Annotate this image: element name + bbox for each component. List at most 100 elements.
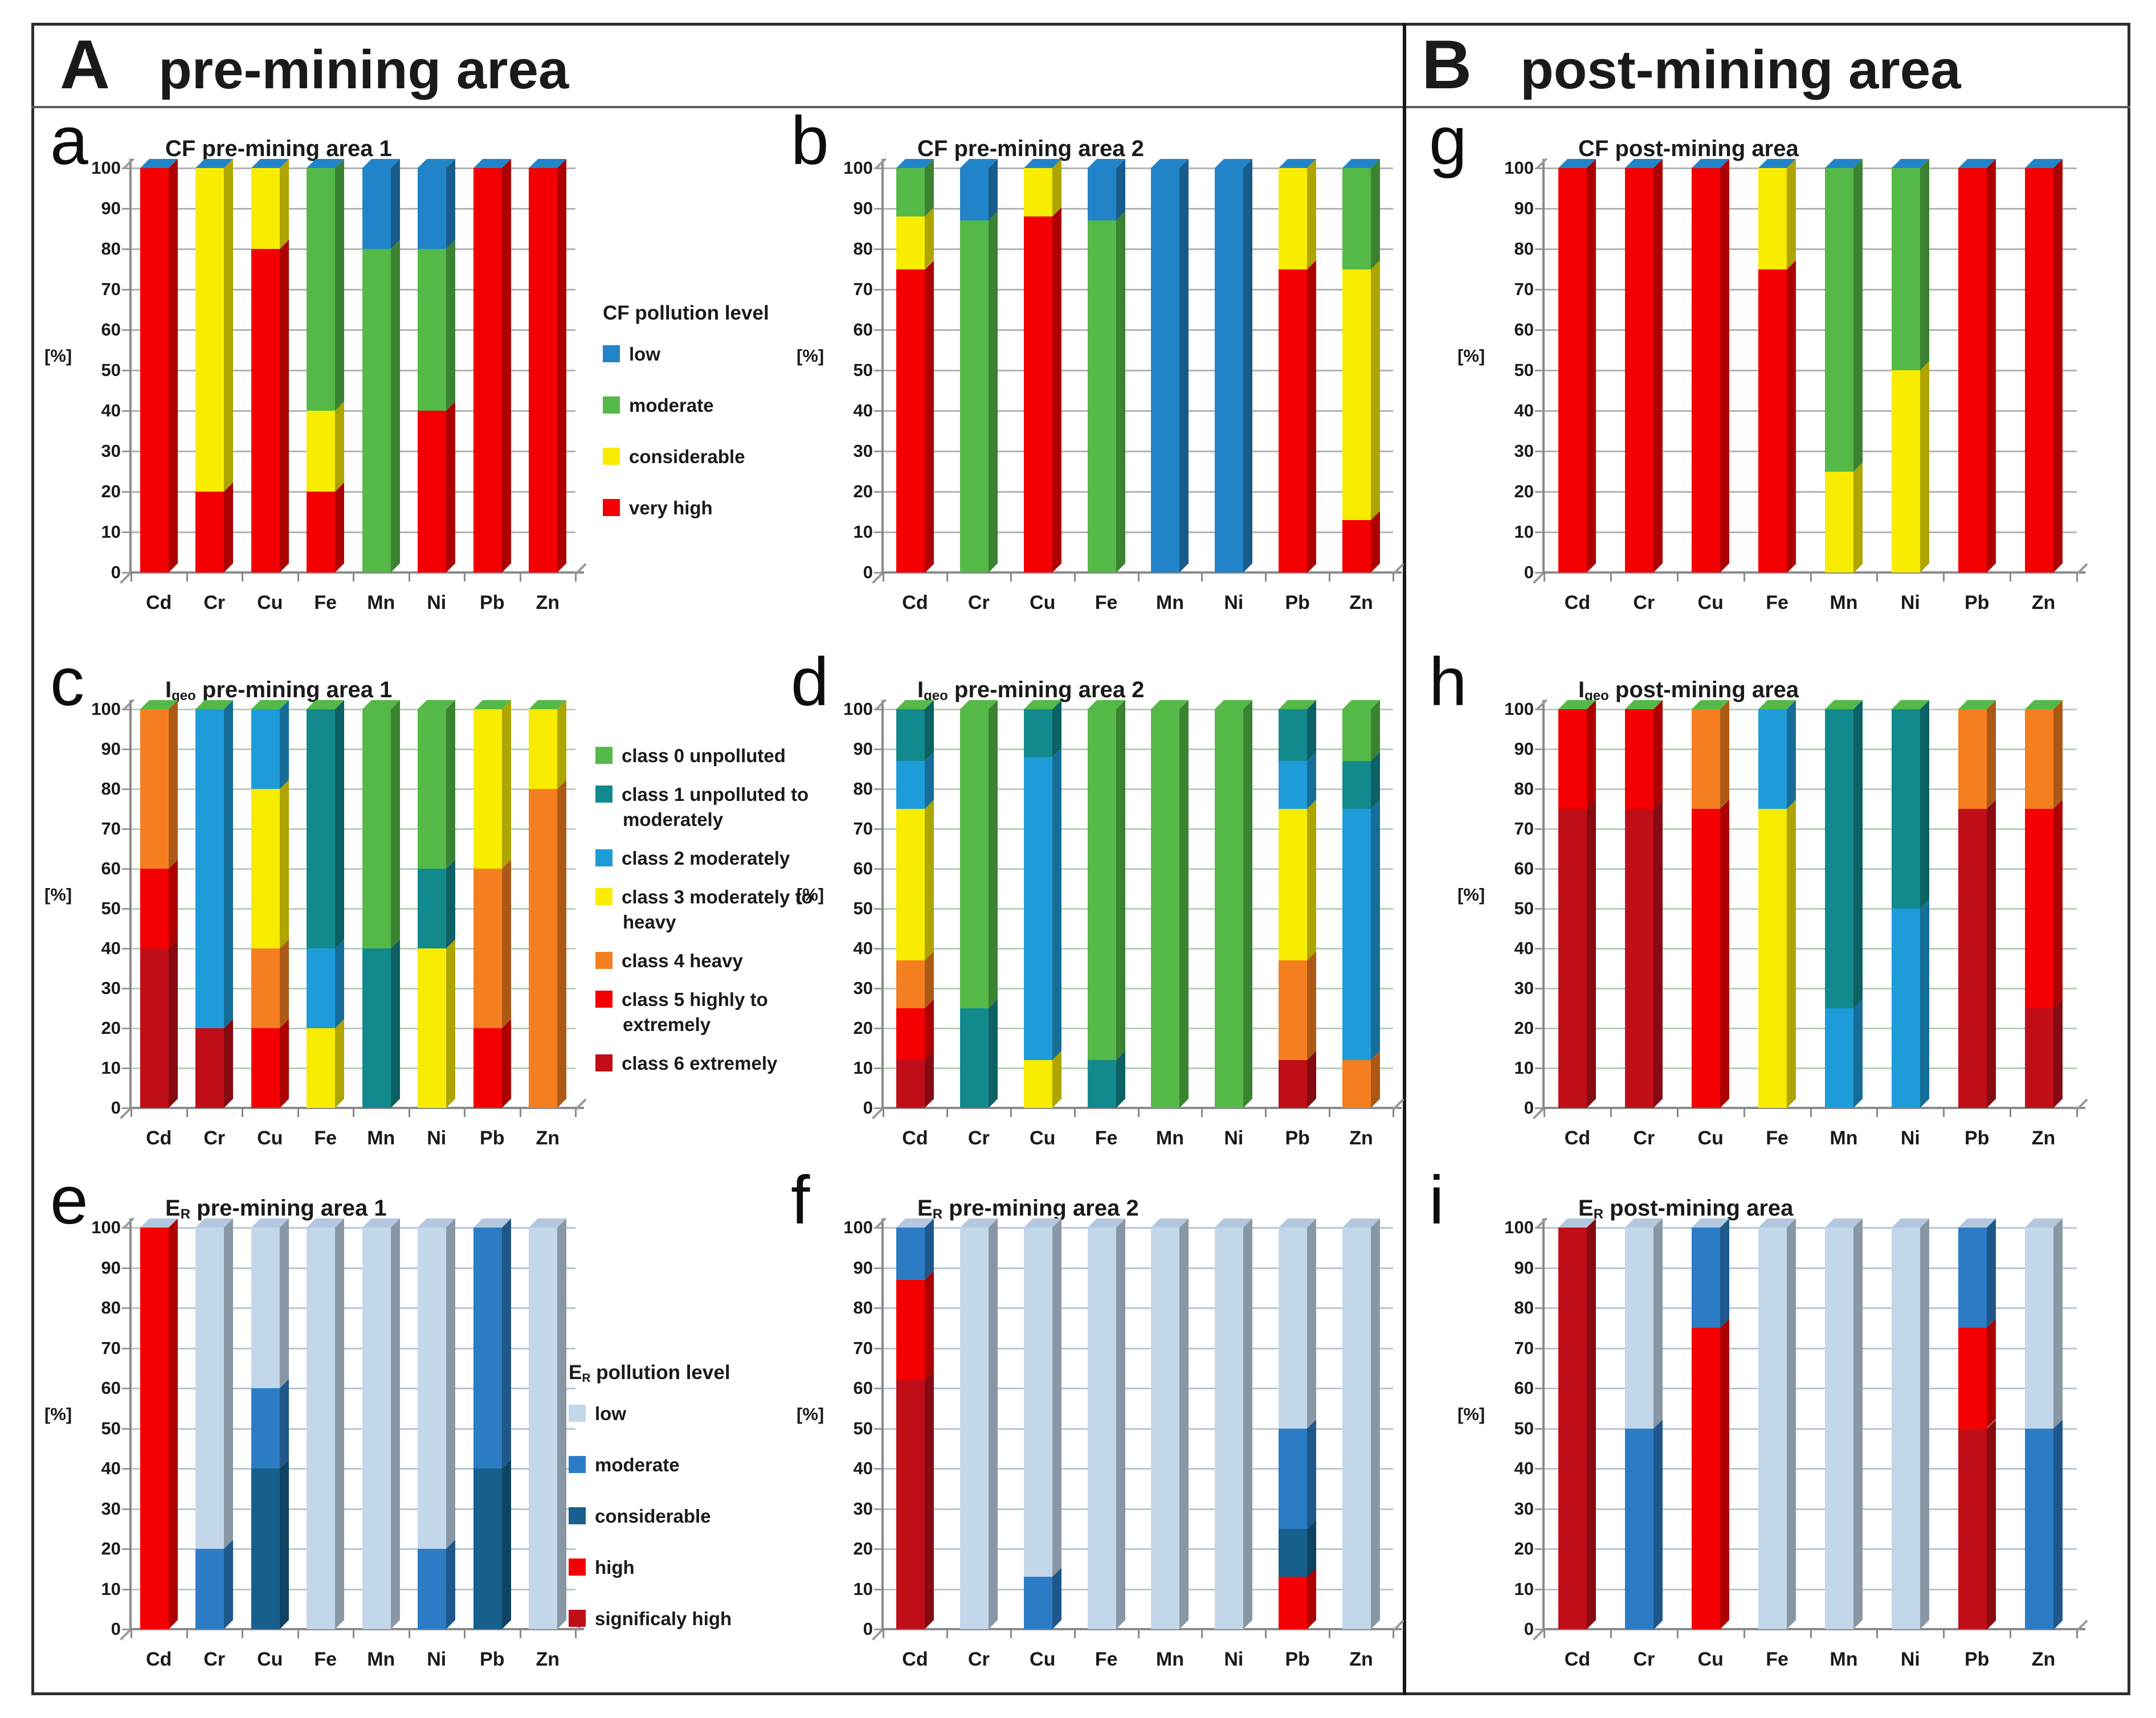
x-tick-mark <box>408 574 410 582</box>
y-axis-line <box>129 1218 132 1629</box>
bar-side-Pb-class5 <box>501 1019 511 1108</box>
wall-edge-bottom-left <box>872 1108 883 1119</box>
bar-segment-Zn-low <box>1342 1228 1371 1629</box>
bar-side-Cr-class2 <box>224 700 234 1028</box>
chart-title-h-rest: post-mining area <box>1608 677 1799 702</box>
wall-edge-bottom-left <box>872 1629 883 1641</box>
y-tick-label-70: 70 <box>101 1337 121 1358</box>
bar-segment-Zn-class3 <box>529 709 558 789</box>
bar-segment-Cd-class4 <box>896 960 925 1008</box>
x-tick-mark <box>1676 1109 1679 1117</box>
x-tick-mark <box>1810 1630 1812 1638</box>
gridline-80 <box>883 248 1393 250</box>
bar-segment-Cd-high <box>140 1228 169 1629</box>
x-tick-mark <box>2010 574 2012 582</box>
legend-swatch-considerable <box>603 448 620 465</box>
bar-segment-Cu-low <box>1023 1228 1052 1577</box>
y-tick-mark-100 <box>122 1227 130 1229</box>
legend-item-class0: class 0 unpolluted <box>595 743 823 768</box>
bar-side-Zn-class1 <box>1371 752 1381 809</box>
bar-segment-Zn-class4 <box>1342 1060 1371 1108</box>
x-label-Pb: Pb <box>480 592 505 613</box>
y-tick-label-40: 40 <box>101 400 121 420</box>
y-tick-mark-60 <box>1535 868 1543 870</box>
panel-letter-a: a <box>50 103 88 179</box>
panel-a-title: pre-mining area <box>158 39 569 100</box>
y-tick-mark-30 <box>1535 1508 1543 1510</box>
legend-label-moderate: moderate <box>595 1454 680 1475</box>
bar-segment-Fe-very_high <box>307 492 336 572</box>
gridline-90 <box>131 208 575 210</box>
x-label-Cr: Cr <box>203 592 226 613</box>
gridline-80 <box>131 788 575 790</box>
bar-segment-Zn-considerable <box>1342 269 1371 520</box>
bar-segment-Ni-low <box>418 1228 447 1549</box>
bar-side-Cu-very_high <box>1052 207 1061 572</box>
gridline-10 <box>1544 1588 2077 1590</box>
y-tick-label-100: 100 <box>1504 158 1534 178</box>
y-tick-label-100: 100 <box>91 699 121 719</box>
bar-side-Zn-low <box>1371 1218 1381 1629</box>
bar-segment-Zn-class2 <box>1342 809 1371 1060</box>
gridline-90 <box>1544 208 2077 210</box>
legend-swatch-moderate <box>603 396 620 414</box>
x-label-Pb: Pb <box>1964 592 1990 613</box>
x-tick-mark <box>242 1630 243 1638</box>
y-tick-mark-10 <box>874 531 882 533</box>
bar-side-Zn-class0 <box>1371 700 1381 761</box>
gridline-90 <box>131 1267 575 1269</box>
bar-side-Cd-class5 <box>168 860 178 948</box>
gridline-50 <box>883 908 1393 910</box>
y-tick-mark-90 <box>874 1267 882 1269</box>
y-tick-label-30: 30 <box>101 441 121 461</box>
gridline-100 <box>883 709 1393 710</box>
y-tick-mark-30 <box>1535 988 1543 989</box>
legend-label-sig_high: significaly high <box>595 1608 732 1629</box>
legend-swatch-class0 <box>595 747 612 764</box>
bar-side-Cd-class4 <box>168 700 178 869</box>
gridline-10 <box>883 1067 1393 1069</box>
bar-side-Fe-class3 <box>1787 800 1796 1108</box>
y-tick-mark-10 <box>1535 531 1543 533</box>
bar-side-Mn-low <box>390 1218 400 1629</box>
bar-segment-Cd-class1 <box>896 709 925 761</box>
x-label-Fe: Fe <box>1095 592 1118 613</box>
y-tick-label-60: 60 <box>101 320 121 339</box>
chart-title-i-prefix: E <box>1578 1196 1594 1221</box>
bar-side-Pb-moderate <box>1986 1218 1996 1328</box>
chart-title-c-rest: pre-mining area 1 <box>195 677 393 702</box>
bar-segment-Pb-very_high <box>1958 168 1987 572</box>
bar-side-Fe-low <box>1116 1218 1125 1629</box>
x-axis-line <box>881 571 1402 574</box>
y-tick-label-20: 20 <box>853 481 873 501</box>
header-divider-line <box>31 106 2130 108</box>
y-tick-mark-100 <box>874 167 882 169</box>
x-label-Cd: Cd <box>902 1127 928 1149</box>
x-tick-mark <box>946 1630 948 1638</box>
bar-side-Pb-class6 <box>1307 1051 1317 1108</box>
bar-side-Fe-very_high <box>1787 260 1796 572</box>
x-axis-line <box>129 1628 584 1630</box>
legend-title-cf-rest: pollution level <box>629 302 769 324</box>
gridline-40 <box>883 1468 1393 1470</box>
y-axis-unit-label: [%] <box>1457 885 1485 905</box>
panel-letter-e: e <box>50 1162 88 1238</box>
y-tick-mark-70 <box>1535 1347 1543 1349</box>
gridline-70 <box>1544 828 2077 830</box>
y-tick-mark-70 <box>1535 289 1543 291</box>
y-tick-mark-90 <box>122 748 130 750</box>
x-label-Fe: Fe <box>1766 1649 1788 1670</box>
y-tick-label-20: 20 <box>101 481 121 501</box>
x-axis-line <box>1542 1107 2085 1109</box>
y-tick-mark-90 <box>1535 1267 1543 1269</box>
y-tick-label-20: 20 <box>853 1018 873 1038</box>
bar-side-Zn-class2 <box>1371 800 1381 1060</box>
y-tick-label-0: 0 <box>863 1098 873 1118</box>
bar-segment-Pb-class4 <box>1958 709 1987 809</box>
legend-label-class0: class 0 unpolluted <box>622 745 786 766</box>
legend-title-er-prefix: E <box>569 1361 582 1384</box>
y-tick-mark-0 <box>122 1107 130 1109</box>
y-tick-label-80: 80 <box>1514 779 1534 799</box>
y-axis-unit-label: [%] <box>1457 1404 1485 1425</box>
y-tick-label-30: 30 <box>853 1498 873 1519</box>
